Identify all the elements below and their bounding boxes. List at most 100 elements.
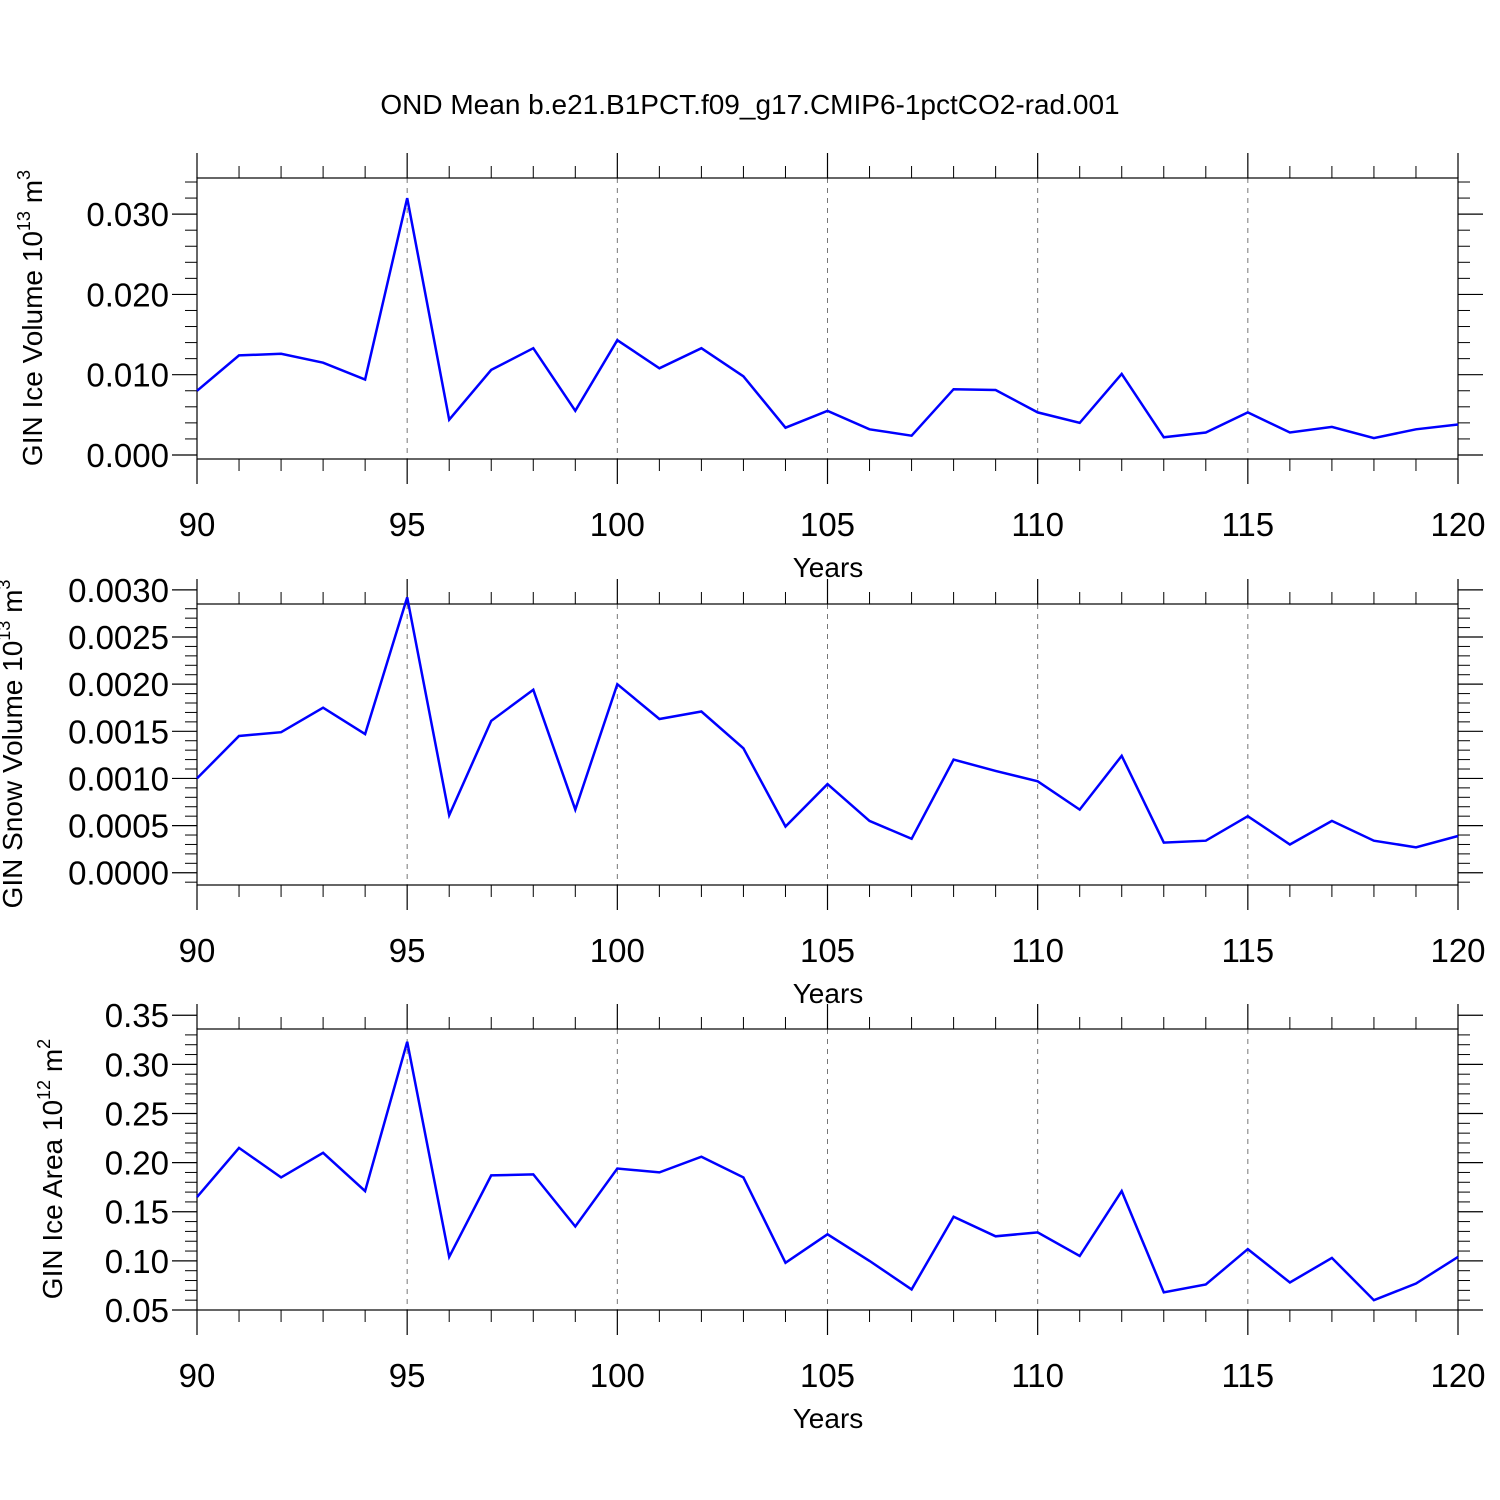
data-point [657,1170,661,1174]
data-point [868,1259,872,1263]
y-tick-label: 0.0025 [68,619,169,656]
data-point [363,1189,367,1193]
data-point [1372,839,1376,843]
x-tick-label: 105 [800,506,855,543]
y-tick-label: 0.000 [86,437,169,474]
data-point [1330,1256,1334,1260]
data-point [195,1195,199,1199]
data-point [195,776,199,780]
data-point [447,418,451,422]
y-tick-label: 0.20 [105,1145,169,1182]
y-tick-label: 0.0020 [68,666,169,703]
data-point [1036,779,1040,783]
x-tick-label: 105 [800,932,855,969]
data-point [826,1232,830,1236]
data-point [1120,1189,1124,1193]
x-tick-label: 90 [179,932,216,969]
data-point [1456,422,1460,426]
data-point [910,1287,914,1291]
data-point [657,366,661,370]
data-point [363,732,367,736]
data-point [1204,1282,1208,1286]
data-point [657,717,661,721]
data-point [1204,839,1208,843]
data-point [615,682,619,686]
x-tick-label: 120 [1430,932,1485,969]
data-point [868,819,872,823]
data-point [531,346,535,350]
x-tick-label: 90 [179,506,216,543]
data-point [1078,808,1082,812]
data-point [237,734,241,738]
data-point [910,434,914,438]
x-axis-label: Years [793,1403,864,1434]
y-axis-label: GIN Ice Area 1012 m2 [34,1039,68,1299]
data-point [573,808,577,812]
data-point [1162,435,1166,439]
y-tick-label: 0.0010 [68,760,169,797]
data-point [1204,431,1208,435]
series-line [196,197,1459,440]
data-point [1288,1280,1292,1284]
y-tick-label: 0.05 [105,1292,169,1329]
data-point [573,409,577,413]
data-point [531,688,535,692]
data-point [1162,1290,1166,1294]
data-point [1288,431,1292,435]
data-point [741,746,745,750]
data-point [1330,425,1334,429]
data-point [1162,841,1166,845]
data-point [615,338,619,342]
data-point [994,1234,998,1238]
data-point [952,387,956,391]
data-point [447,813,451,817]
data-point [1456,1255,1460,1259]
data-point [405,196,409,200]
data-point [1372,436,1376,440]
data-point [1246,410,1250,414]
data-point [615,1167,619,1171]
data-point [699,709,703,713]
data-point [405,595,409,599]
data-point [405,1040,409,1044]
y-tick-label: 0.020 [86,276,169,313]
data-point [279,1175,283,1179]
data-point [994,769,998,773]
data-point [741,374,745,378]
data-point [1330,819,1334,823]
x-tick-label: 100 [590,1357,645,1394]
panels: 0.000 0.010 0.020 0.030 90 95 100 105 110 115 120 Y… [0,153,1486,1434]
y-tick-label: 0.15 [105,1194,169,1231]
y-tick-label: 0.25 [105,1095,169,1132]
data-point [195,389,199,393]
x-tick-label: 115 [1222,506,1275,543]
data-point [573,1224,577,1228]
data-point [321,706,325,710]
data-point [868,427,872,431]
x-tick-label: 100 [590,932,645,969]
panel-1: 0.000 0.010 0.020 0.030 90 95 100 105 110 115 120 Y… [14,153,1486,583]
data-point [447,1255,451,1259]
data-point [1414,845,1418,849]
y-axis-label: GIN Snow Volume 1013 m3 [0,580,28,909]
series-line [196,1041,1459,1302]
y-tick-label: 0.35 [105,997,169,1034]
x-tick-label: 95 [389,932,426,969]
x-axis-label: Years [793,978,864,1009]
x-tick-label: 95 [389,1357,426,1394]
y-axis-label: GIN Ice Volume 1013 m3 [14,170,48,466]
data-point [531,1172,535,1176]
data-point [1036,410,1040,414]
data-point [783,426,787,430]
x-tick-label: 115 [1222,1357,1275,1394]
data-point [741,1175,745,1179]
data-point [783,825,787,829]
y-tick-label: 0.10 [105,1243,169,1280]
data-point [1456,834,1460,838]
data-point [1414,427,1418,431]
series-line [196,597,1459,849]
y-tick-label: 0.30 [105,1046,169,1083]
data-point [1414,1281,1418,1285]
x-tick-label: 105 [800,1357,855,1394]
